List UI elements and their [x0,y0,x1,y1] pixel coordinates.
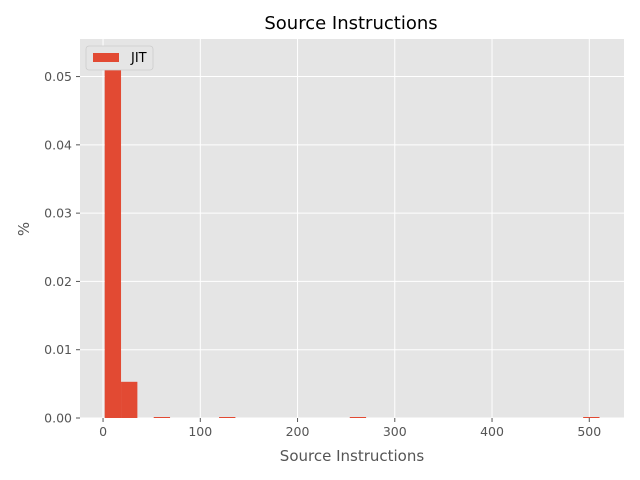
y-tick-label: 0.03 [44,206,72,221]
x-axis-ticks: 0 100 200 300 400 500 [99,418,601,439]
x-tick-label: 100 [188,424,212,439]
x-tick-label: 200 [286,424,310,439]
histogram-bar [153,417,171,418]
bars [104,58,600,418]
histogram-bar [349,417,367,418]
legend: JIT [85,45,154,71]
y-tick-label: 0.01 [44,342,72,357]
x-tick-label: 0 [99,424,107,439]
chart-title: Source Instructions [264,13,437,34]
legend-swatch-jit [93,53,119,62]
y-tick-label: 0.00 [44,411,72,426]
histogram-bar [583,417,600,418]
y-tick-label: 0.05 [44,69,72,84]
histogram-bar [104,58,122,418]
y-tick-label: 0.04 [44,137,72,152]
histogram-bar [219,417,236,418]
y-axis-label: % [15,222,33,236]
x-tick-label: 500 [577,424,601,439]
y-tick-label: 0.02 [44,274,72,289]
gridlines [80,39,624,419]
y-axis-ticks: 0.00 0.01 0.02 0.03 0.04 0.05 [44,69,80,426]
legend-box [85,45,154,71]
x-axis-label: Source Instructions [280,447,425,465]
histogram-bar [121,381,138,418]
plot-area [80,39,624,418]
x-tick-label: 300 [383,424,407,439]
legend-label-jit: JIT [130,51,147,66]
x-tick-label: 400 [480,424,504,439]
